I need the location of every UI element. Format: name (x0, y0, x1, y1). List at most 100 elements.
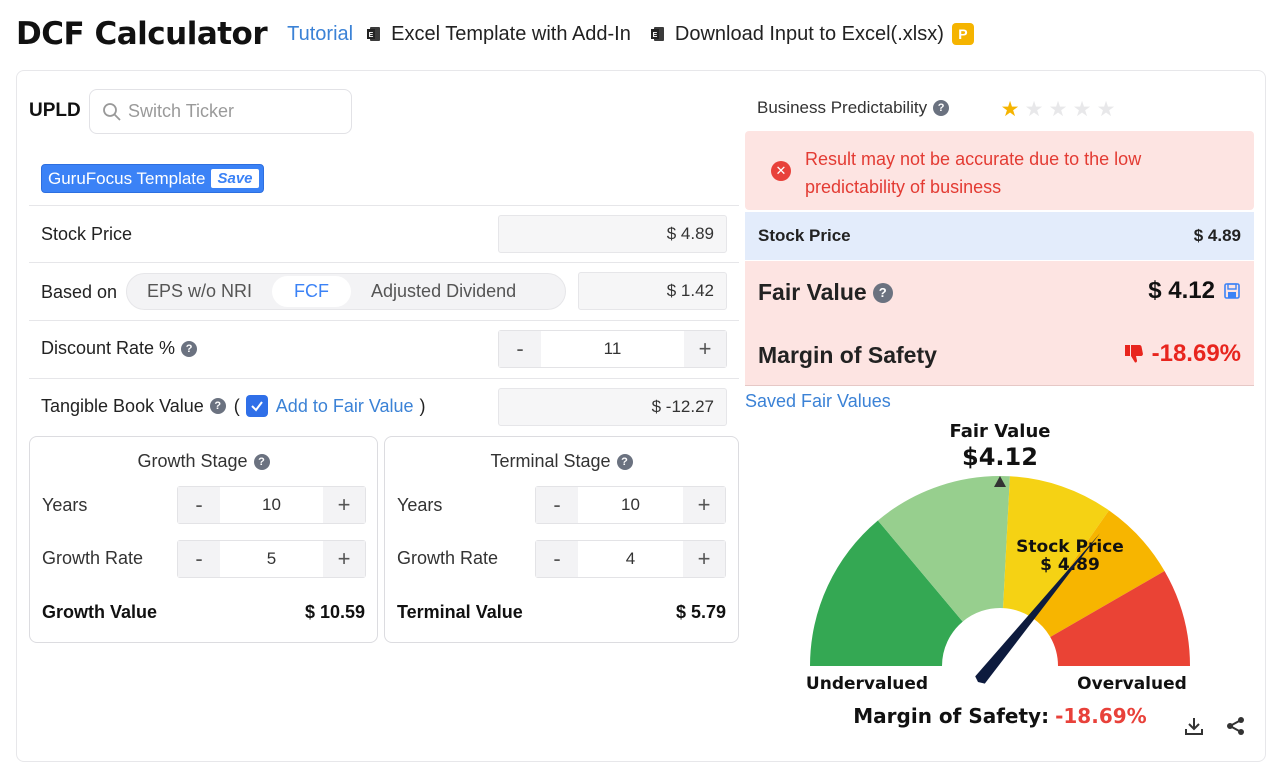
decrement-button[interactable]: - (499, 331, 541, 367)
accuracy-alert: ✕ Result may not be accurate due to the … (745, 131, 1254, 210)
based-on-value-field[interactable]: $ 1.42 (578, 272, 727, 310)
option-eps[interactable]: EPS w/o NRI (147, 281, 253, 301)
star-icon: ★ (1048, 97, 1068, 121)
growth-rate-label: Growth Rate (42, 548, 144, 568)
star-icon: ★ (1072, 97, 1092, 121)
gauge-margin-text: Margin of Safety: -18.69% (853, 704, 1146, 728)
template-selector[interactable]: GuruFocus Template Save (41, 164, 264, 193)
ticker-search[interactable] (89, 89, 352, 134)
saved-fair-values-link[interactable]: Saved Fair Values (745, 391, 891, 411)
excel-template-link[interactable]: E Excel Template with Add-In (367, 23, 631, 46)
terminal-value-label: Terminal Value (397, 602, 523, 622)
gauge-stock-price-label: Stock Price (1016, 537, 1124, 557)
growth-years-input[interactable]: 10 (262, 495, 281, 514)
growth-value-label: Growth Value (42, 602, 158, 622)
increment-button[interactable]: + (683, 487, 725, 523)
share-icon[interactable] (1225, 715, 1247, 737)
add-to-fair-value-checkbox[interactable] (245, 395, 268, 417)
decrement-button[interactable]: - (178, 541, 220, 577)
segment-yellow (1003, 476, 1109, 619)
growth-value: $ 10.59 (304, 602, 365, 622)
save-icon[interactable] (1223, 282, 1241, 300)
valuation-gauge: Fair Value $4.12 Stock Price $ 4.89 Unde… (806, 421, 1190, 728)
download-input-label: Download Input to Excel(.xlsx) (674, 22, 944, 45)
growth-stage-title-row: Growth Stage ? (30, 451, 377, 472)
terminal-years-input[interactable]: 10 (621, 495, 640, 514)
summary-stock-price-value: $ 4.89 (1193, 226, 1241, 245)
thumbs-down-icon (1124, 345, 1143, 363)
svg-text:E: E (369, 32, 374, 39)
svg-text:E: E (653, 32, 658, 39)
terminal-growth-rate-input[interactable]: 4 (625, 549, 636, 568)
tangible-book-row: Tangible Book Value ? ( Add to Fair Valu… (41, 395, 426, 417)
terminal-stage-title-row: Terminal Stage ? (385, 451, 738, 472)
gauge-stock-price: $ 4.89 (1040, 555, 1100, 575)
increment-button[interactable]: + (683, 541, 725, 577)
help-icon[interactable]: ? (933, 100, 950, 116)
gauge-needle (975, 533, 1100, 684)
decrement-button[interactable]: - (536, 541, 578, 577)
segment-amber (1033, 510, 1165, 637)
download-icon[interactable] (1183, 715, 1205, 737)
decrement-button[interactable]: - (178, 487, 220, 523)
option-fcf[interactable]: FCF (272, 276, 352, 307)
add-to-fair-value-label[interactable]: Add to Fair Value (275, 395, 414, 416)
summary-stock-price-label: Stock Price (758, 226, 851, 245)
discount-rate-row-label: Discount Rate % ? (41, 338, 198, 359)
help-icon[interactable]: ? (616, 453, 633, 470)
gauge-hub (942, 666, 1058, 674)
search-icon (103, 102, 121, 121)
growth-years-stepper: - 10 + (177, 486, 366, 524)
growth-rate-stepper: - 5 + (177, 540, 366, 578)
undervalued-label: Undervalued (806, 674, 928, 694)
alert-message: Result may not be accurate due to the lo… (805, 149, 1142, 197)
gauge-fair-value: $4.12 (962, 443, 1038, 471)
template-name: GuruFocus Template (48, 168, 206, 188)
terminal-growth-rate-stepper: - 4 + (535, 540, 726, 578)
overvalued-label: Overvalued (1077, 674, 1187, 694)
error-icon: ✕ (771, 161, 791, 181)
page-header: DCF Calculator Tutorial E Excel Template… (16, 12, 974, 56)
divider (29, 320, 739, 321)
increment-button[interactable]: + (684, 331, 726, 367)
terminal-stage-title: Terminal Stage (490, 451, 611, 471)
predictability-rating: ★ ★ ★ ★ ★ (998, 97, 1118, 121)
terminal-growth-rate-label: Growth Rate (397, 548, 499, 568)
growth-stage-title: Growth Stage (137, 451, 248, 471)
paren-close: ) (419, 395, 426, 416)
tutorial-link[interactable]: Tutorial (287, 22, 354, 45)
growth-rate-input[interactable]: 5 (266, 549, 277, 568)
years-label: Years (42, 495, 88, 515)
stock-price-field: $ 4.89 (498, 215, 727, 253)
based-on-label: Based on (41, 282, 118, 302)
growth-stage-panel: Growth Stage ? Years - 10 + Growth Rate … (29, 436, 378, 643)
help-icon[interactable]: ? (209, 398, 226, 414)
terminal-value: $ 5.79 (675, 602, 726, 622)
download-input-link[interactable]: E Download Input to Excel(.xlsx) (650, 22, 944, 46)
tangible-book-field: $ -12.27 (498, 388, 727, 426)
help-icon[interactable]: ? (253, 453, 270, 470)
based-on-selector: EPS w/o NRI FCF Adjusted Dividend (126, 273, 566, 310)
page-title: DCF Calculator (16, 16, 268, 52)
help-icon[interactable]: ? (181, 340, 198, 357)
fair-value-value: $ 4.12 (1148, 277, 1215, 304)
star-icon: ★ (1096, 97, 1116, 121)
search-input[interactable] (128, 101, 328, 122)
option-adjusted-dividend[interactable]: Adjusted Dividend (371, 281, 517, 301)
increment-button[interactable]: + (323, 487, 365, 523)
margin-of-safety-row-value: -18.69% (1122, 340, 1241, 368)
business-predictability: Business Predictability ? (757, 98, 950, 118)
discount-rate-input[interactable]: 11 (603, 339, 622, 358)
fair-value-marker (994, 476, 1006, 487)
years-label: Years (397, 495, 443, 515)
segment-green (810, 520, 963, 666)
save-template-button[interactable]: Save (211, 169, 259, 188)
discount-rate-label: Discount Rate % (41, 338, 176, 358)
decrement-button[interactable]: - (536, 487, 578, 523)
segment-light-green (877, 476, 1010, 622)
help-icon[interactable]: ? (872, 282, 893, 303)
excel-template-label: Excel Template with Add-In (391, 22, 631, 45)
terminal-years-stepper: - 10 + (535, 486, 726, 524)
increment-button[interactable]: + (323, 541, 365, 577)
gauge-margin-label: Margin of Safety: (853, 704, 1049, 728)
